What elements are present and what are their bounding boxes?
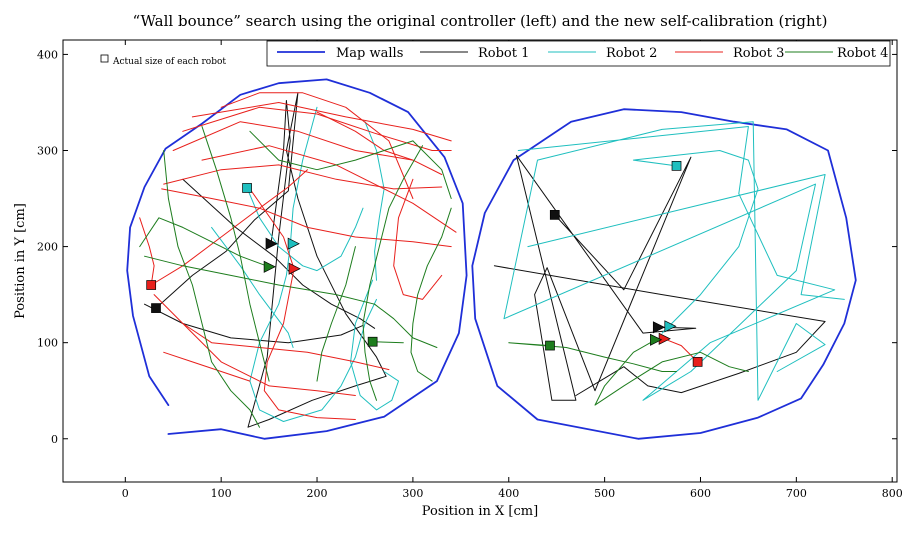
- robot-1-path: [155, 92, 387, 428]
- legend-label-robot-1: Robot 1: [478, 46, 529, 61]
- robot-3-path: [163, 351, 251, 382]
- robot-4-path: [412, 140, 452, 199]
- robot-4-path: [163, 150, 260, 428]
- robot-4-path: [362, 145, 423, 401]
- robot-3-path: [163, 164, 443, 190]
- robot-3-path: [150, 169, 308, 286]
- robot-markers: [146, 161, 703, 367]
- x-tick-label: 400: [498, 487, 519, 500]
- robot-2-path: [246, 187, 364, 272]
- robot-3-path: [663, 338, 699, 363]
- robot-2-path: [632, 150, 759, 334]
- legend-label-robot-2: Robot 2: [606, 46, 657, 61]
- y-tick-label: 0: [51, 433, 58, 446]
- robot-4-start-marker: [545, 340, 555, 351]
- y-tick-label: 200: [37, 241, 58, 254]
- robot-4-heading-marker: [650, 333, 663, 346]
- robot-4-start-marker: [367, 336, 378, 347]
- robot-4-path: [508, 342, 677, 372]
- robot-3-path: [153, 294, 390, 371]
- robot-1-heading-marker: [652, 321, 666, 334]
- robot-3-path: [139, 217, 155, 286]
- robot-4-path: [316, 246, 356, 382]
- plot-area: [126, 78, 857, 440]
- robot-3-path: [172, 121, 443, 175]
- legend-label-robot-3: Robot 3: [733, 46, 784, 61]
- x-tick-label: 500: [594, 487, 615, 500]
- robot-3-path: [161, 188, 452, 248]
- robot-2-path: [364, 121, 385, 281]
- legend-box: [266, 40, 891, 67]
- robot-3-heading-marker: [658, 332, 671, 345]
- robot-2-start-marker: [242, 183, 252, 193]
- robot-3-start-marker: [146, 280, 157, 290]
- x-tick-label: 600: [690, 487, 711, 500]
- robot-size-note-text: Actual size of each robot: [112, 57, 226, 67]
- robot-4-path: [410, 207, 452, 382]
- robot-3-start-marker: [692, 357, 703, 367]
- y-tick-label: 100: [37, 337, 58, 350]
- y-axis-label: Position in Y [cm]: [13, 203, 28, 319]
- robot-3-path: [201, 145, 457, 233]
- robot-3-path: [182, 106, 452, 151]
- x-tick-label: 700: [786, 487, 807, 500]
- robot-4-path: [201, 126, 270, 382]
- robot-3-path: [191, 102, 452, 142]
- axis-ticks: 0 100 200 300 400 500 600 700 800 0 100 200 300 400: [37, 40, 903, 500]
- robot-4-path: [594, 339, 749, 406]
- robot-3-path: [393, 178, 443, 300]
- robot-4-path: [139, 217, 270, 268]
- robot-1-path: [493, 265, 826, 396]
- legend: Map walls Robot 1 Robot 2 Robot 3 Robot …: [266, 40, 891, 67]
- robot-3-heading-marker: [288, 262, 301, 275]
- robot-2-heading-marker: [287, 237, 300, 250]
- x-tick-label: 100: [211, 487, 232, 500]
- robot-4-path: [249, 130, 414, 171]
- robot-3-path: [249, 188, 356, 420]
- robot-2-path: [350, 279, 399, 411]
- map-walls-path: [126, 78, 468, 440]
- robot-size-note: Actual size of each robot: [100, 54, 226, 67]
- robot-1-path: [515, 154, 697, 401]
- robot-2-path: [211, 226, 294, 348]
- robot-size-icon: [100, 54, 109, 63]
- robot-3-path: [220, 92, 414, 199]
- robot-2-path: [527, 174, 845, 300]
- legend-label-map-walls: Map walls: [336, 46, 403, 61]
- map-walls-path: [471, 108, 857, 440]
- y-tick-label: 400: [37, 48, 58, 61]
- robot-2-heading-marker: [664, 320, 677, 333]
- x-tick-label: 200: [307, 487, 328, 500]
- robot-4-path: [144, 255, 438, 348]
- x-tick-label: 800: [882, 487, 903, 500]
- robot-1-path: [182, 178, 376, 329]
- robot-4-path: [372, 341, 404, 344]
- plot-frame: [62, 39, 898, 483]
- x-tick-label: 300: [402, 487, 423, 500]
- robot-1-path: [144, 303, 364, 344]
- robot-1-start-marker: [151, 303, 161, 313]
- robot-1-heading-marker: [265, 237, 278, 250]
- robot-1-start-marker: [549, 210, 560, 220]
- x-axis-label: Position in X [cm]: [422, 504, 538, 519]
- y-tick-label: 300: [37, 145, 58, 158]
- robot-2-start-marker: [671, 161, 682, 171]
- robot-4-heading-marker: [263, 260, 276, 273]
- robot-3-path: [316, 111, 414, 161]
- chart-title: “Wall bounce” search using the original …: [132, 12, 827, 30]
- legend-label-robot-4: Robot 4: [837, 46, 888, 61]
- x-tick-label: 0: [122, 487, 129, 500]
- robot-2-path: [503, 121, 836, 401]
